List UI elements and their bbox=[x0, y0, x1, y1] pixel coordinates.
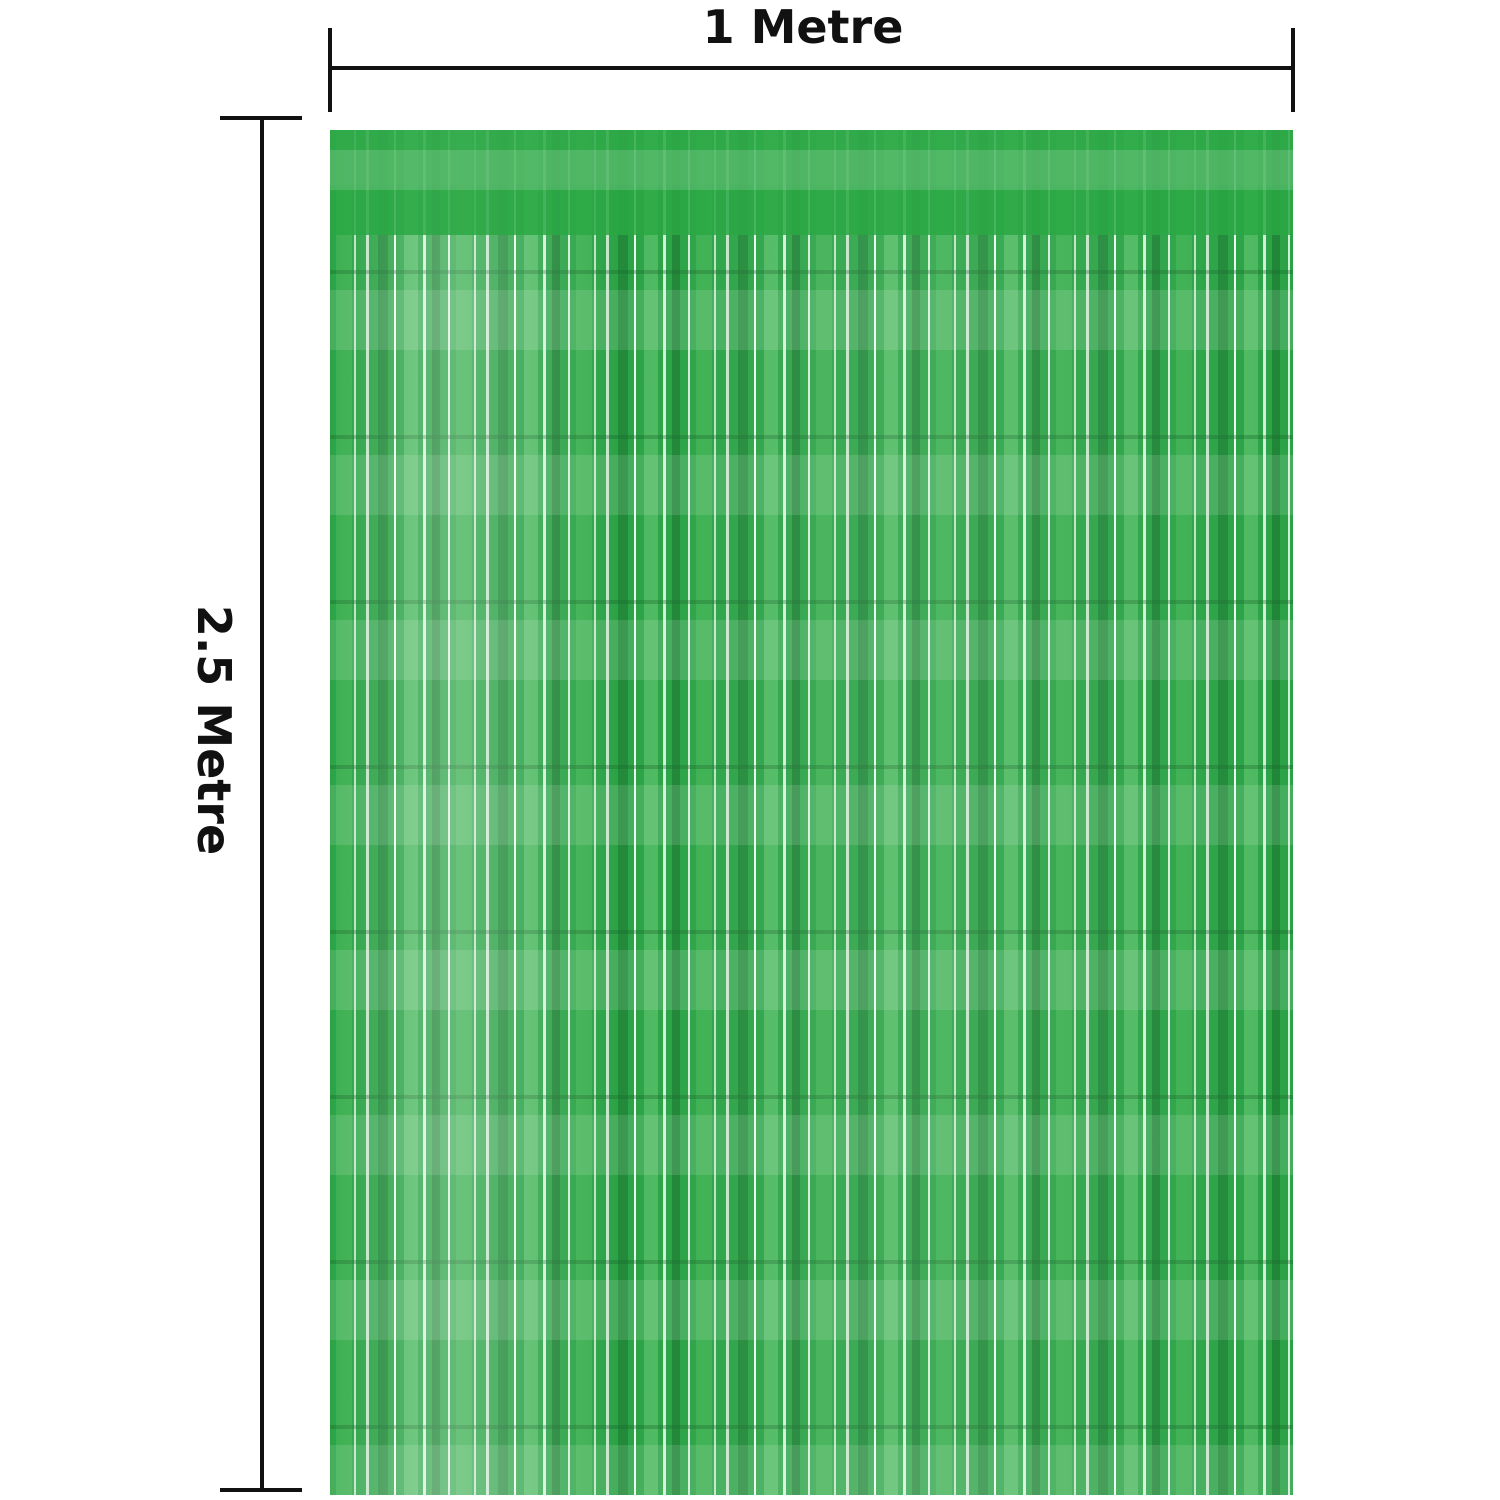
curtain bbox=[330, 130, 1293, 1495]
width-dimension: 1 Metre bbox=[328, 0, 1295, 112]
width-label: 1 Metre bbox=[703, 0, 904, 54]
height-dimension: 2.5 Metre bbox=[187, 116, 302, 1492]
height-label: 2.5 Metre bbox=[187, 605, 241, 855]
